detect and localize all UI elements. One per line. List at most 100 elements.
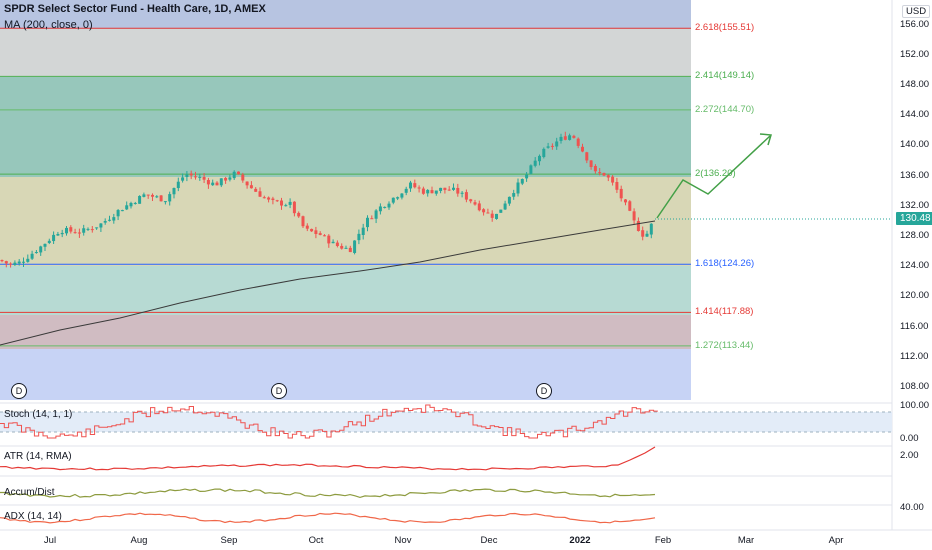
candle-body bbox=[568, 135, 572, 140]
accum-dist-label[interactable]: Accum/Dist bbox=[4, 487, 55, 498]
candle-body bbox=[520, 179, 524, 184]
candle-body bbox=[490, 213, 494, 218]
candle-body bbox=[353, 240, 357, 253]
candle-body bbox=[116, 210, 120, 217]
time-tick: Feb bbox=[654, 535, 672, 546]
price-tick: 152.00 bbox=[900, 48, 930, 60]
price-tick: 144.00 bbox=[900, 109, 930, 121]
candle-body bbox=[22, 261, 25, 263]
atr-label[interactable]: ATR (14, RMA) bbox=[4, 451, 72, 462]
projection-arrowhead bbox=[759, 133, 772, 146]
candle-body bbox=[456, 187, 460, 194]
candle-body bbox=[43, 243, 47, 247]
candle-body bbox=[572, 135, 576, 138]
candlestick-series bbox=[0, 131, 653, 268]
fib-level-label: 2.414(149.14) bbox=[695, 70, 755, 82]
time-tick: Aug bbox=[130, 535, 148, 546]
candle-body bbox=[112, 217, 116, 221]
candle-body bbox=[301, 216, 305, 227]
candle-body bbox=[318, 233, 322, 235]
candle-body bbox=[198, 176, 202, 178]
dividend-marker[interactable]: D bbox=[536, 383, 552, 399]
time-tick: Oct bbox=[308, 535, 324, 546]
candle-body bbox=[125, 205, 129, 210]
candle-body bbox=[615, 181, 619, 190]
candle-body bbox=[237, 171, 240, 175]
stoch-band bbox=[0, 412, 892, 432]
stoch-tick-0: 0.00 bbox=[900, 433, 919, 444]
candle-body bbox=[357, 233, 361, 241]
candle-body bbox=[559, 136, 563, 141]
candle-body bbox=[482, 209, 486, 213]
candle-body bbox=[155, 196, 159, 198]
ma-indicator-label[interactable]: MA (200, close, 0) bbox=[4, 19, 93, 31]
candle-body bbox=[120, 210, 124, 212]
candle-body bbox=[168, 194, 172, 202]
candle-body bbox=[529, 165, 533, 174]
candle-body bbox=[99, 223, 103, 228]
adx-label[interactable]: ADX (14, 14) bbox=[4, 511, 62, 522]
candle-body bbox=[430, 190, 434, 194]
candle-body bbox=[138, 195, 142, 204]
candle-body bbox=[598, 172, 602, 174]
candle-body bbox=[636, 221, 640, 231]
candle-body bbox=[52, 234, 56, 242]
candle-body bbox=[464, 192, 468, 200]
time-tick: Sep bbox=[220, 535, 238, 546]
candle-body bbox=[624, 199, 627, 203]
candle-body bbox=[297, 212, 301, 217]
fib-level-label: 2.618(155.51) bbox=[695, 22, 755, 34]
currency-label[interactable]: USD bbox=[902, 5, 931, 18]
candle-body bbox=[632, 211, 636, 221]
candle-body bbox=[232, 171, 236, 179]
candle-body bbox=[86, 228, 90, 230]
candle-body bbox=[271, 198, 275, 201]
candle-body bbox=[507, 196, 511, 204]
candle-body bbox=[495, 213, 498, 219]
candle-body bbox=[47, 240, 51, 244]
candle-body bbox=[628, 201, 632, 211]
candle-body bbox=[340, 245, 344, 249]
candle-body bbox=[413, 183, 417, 188]
candle-body bbox=[469, 199, 473, 202]
candle-body bbox=[142, 194, 146, 197]
candle-body bbox=[95, 227, 99, 229]
candle-body bbox=[56, 233, 60, 236]
price-tick: 136.00 bbox=[900, 169, 930, 181]
candle-body bbox=[370, 218, 374, 220]
candle-body bbox=[421, 188, 425, 194]
candle-body bbox=[447, 189, 451, 191]
candle-body bbox=[400, 193, 404, 198]
dividend-marker[interactable]: D bbox=[271, 383, 287, 399]
dividend-marker[interactable]: D bbox=[11, 383, 27, 399]
stoch-label[interactable]: Stoch (14, 1, 1) bbox=[4, 409, 73, 420]
candle-body bbox=[163, 201, 167, 203]
candle-body bbox=[499, 209, 503, 213]
candle-body bbox=[563, 136, 567, 140]
candle-body bbox=[310, 228, 314, 232]
candle-body bbox=[538, 155, 541, 162]
candle-body bbox=[439, 187, 443, 191]
candle-body bbox=[576, 138, 580, 146]
candle-body bbox=[404, 188, 408, 193]
candle-body bbox=[314, 230, 318, 234]
candle-body bbox=[387, 203, 391, 208]
candle-body bbox=[323, 235, 326, 237]
candle-body bbox=[254, 188, 258, 192]
candle-body bbox=[172, 188, 176, 195]
candle-body bbox=[611, 176, 615, 183]
price-tick: 140.00 bbox=[900, 139, 930, 151]
last-price-tag: 130.48 bbox=[896, 212, 932, 225]
candle-body bbox=[194, 176, 197, 178]
fibonacci-lines bbox=[0, 27, 691, 347]
candle-body bbox=[641, 230, 645, 237]
candle-body bbox=[525, 174, 529, 179]
time-tick: Nov bbox=[394, 535, 412, 546]
candle-body bbox=[133, 202, 137, 204]
candle-body bbox=[26, 258, 30, 262]
candle-body bbox=[146, 194, 150, 196]
fib-level-label: 1.272(113.44) bbox=[695, 339, 754, 351]
adx-tick: 40.00 bbox=[900, 502, 924, 513]
candle-body bbox=[60, 232, 64, 235]
